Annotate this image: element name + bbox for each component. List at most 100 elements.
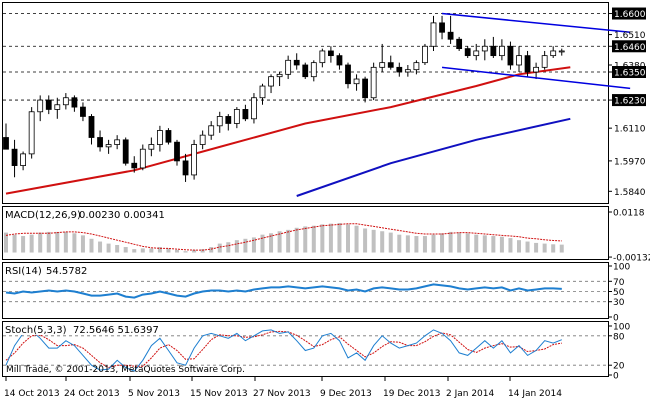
macd-histogram-bar bbox=[508, 238, 513, 253]
macd-histogram-bar bbox=[371, 229, 376, 253]
macd-histogram-bar bbox=[388, 232, 393, 253]
macd-histogram-bar bbox=[106, 243, 111, 253]
time-axis: 14 Oct 2013 24 Oct 2013 5 Nov 2013 15 Nov 2… bbox=[4, 377, 562, 399]
moving-average-lines bbox=[5, 66, 571, 197]
candle-body bbox=[45, 99, 52, 110]
candle-body bbox=[362, 78, 369, 99]
rsi-tick-label: 0 bbox=[613, 314, 619, 324]
candle-body bbox=[285, 59, 292, 75]
candle-body bbox=[174, 141, 180, 162]
macd-histogram-bar bbox=[303, 226, 308, 253]
candle-body bbox=[251, 97, 257, 120]
candle-body bbox=[97, 137, 103, 148]
candle-body bbox=[447, 31, 454, 40]
time-tick-label: 24 Oct 2013 bbox=[64, 389, 120, 399]
time-tick-label: 9 Dec 2013 bbox=[320, 389, 372, 399]
rsi-line bbox=[5, 283, 562, 299]
rsi-current-value: 54.5782 bbox=[46, 266, 87, 277]
macd-histogram-bar bbox=[465, 233, 470, 253]
macd-histogram-bar bbox=[448, 231, 453, 253]
macd-histogram-bar bbox=[46, 231, 51, 253]
channel-upper-line bbox=[441, 12, 631, 33]
macd-histogram-bar bbox=[431, 234, 436, 253]
candle-body bbox=[336, 55, 343, 66]
macd-histogram-bar bbox=[123, 247, 128, 253]
price-tick-label: 1.6350 bbox=[614, 69, 646, 79]
macd-histogram-bar bbox=[115, 244, 120, 253]
macd-histogram-bar bbox=[422, 236, 427, 253]
candle-body bbox=[293, 59, 300, 66]
time-tick-label: 19 Dec 2013 bbox=[383, 389, 441, 399]
candle-body bbox=[191, 144, 198, 176]
candle-body bbox=[114, 139, 121, 145]
candle-body bbox=[490, 45, 497, 57]
price-label-box bbox=[612, 66, 646, 79]
price-label-box bbox=[612, 7, 646, 20]
macd-histogram-bar bbox=[551, 244, 556, 253]
macd-histogram-bar bbox=[38, 232, 43, 253]
candle-body bbox=[54, 104, 61, 110]
macd-histogram-bar bbox=[474, 234, 479, 253]
candle-body bbox=[481, 45, 488, 52]
candle-body bbox=[507, 45, 514, 66]
macd-indicator-name: MACD(12,26,9) bbox=[5, 210, 81, 221]
rsi-tick-label: 70 bbox=[613, 278, 625, 288]
macd-histogram-bar bbox=[457, 232, 462, 253]
macd-histogram-bar bbox=[363, 228, 368, 253]
macd-histogram-bar bbox=[337, 222, 342, 253]
price-tick-label: 1.6230 bbox=[614, 97, 646, 107]
macd-histogram-bar bbox=[166, 248, 171, 253]
stoch-signal-line bbox=[5, 330, 562, 369]
macd-histogram-bar bbox=[517, 240, 521, 253]
price-tick-label: 1.6510 bbox=[614, 31, 646, 41]
macd-histogram-bar bbox=[346, 224, 350, 253]
price-label-box bbox=[612, 94, 646, 107]
candle-body bbox=[319, 50, 326, 64]
macd-histogram-bar bbox=[132, 249, 137, 253]
rsi-title-bg bbox=[4, 264, 104, 276]
candle-body bbox=[439, 22, 445, 33]
candle-body bbox=[71, 97, 78, 108]
macd-histogram-bar bbox=[175, 249, 179, 253]
candle-body bbox=[387, 62, 394, 68]
candle-body bbox=[88, 116, 95, 138]
candle-body bbox=[165, 130, 172, 143]
macd-series: 0.0118 -0.00132 bbox=[4, 209, 650, 264]
candle-body bbox=[533, 66, 539, 73]
candle-body bbox=[268, 76, 274, 87]
candle-body bbox=[379, 62, 386, 68]
macd-histogram-bar bbox=[260, 234, 265, 253]
price-label-box bbox=[612, 40, 646, 53]
macd-histogram-bar bbox=[354, 225, 359, 253]
macd-histogram-bar bbox=[89, 238, 94, 253]
macd-histogram-bar bbox=[217, 243, 222, 253]
stoch-title-bg bbox=[4, 323, 146, 335]
candle-body bbox=[558, 50, 565, 53]
macd-signal-line bbox=[5, 223, 562, 251]
price-axis: 1.66001.65101.64601.63801.63501.62301.61… bbox=[608, 7, 646, 198]
macd-histogram-bar bbox=[226, 242, 231, 253]
macd-histogram-bar bbox=[243, 238, 248, 253]
candle-body bbox=[242, 109, 249, 120]
rsi-tick-label: 30 bbox=[613, 298, 625, 308]
candle-body bbox=[182, 160, 189, 176]
stoch-tick-label: 20 bbox=[613, 362, 625, 372]
macd-histogram-bar bbox=[80, 235, 85, 253]
candle-body bbox=[353, 78, 360, 85]
macd-histogram-bar bbox=[525, 241, 530, 253]
copyright-text: Mill Trade, © 2001-2013, MetaQuotes Soft… bbox=[6, 365, 245, 375]
candle-body bbox=[131, 162, 138, 169]
candle-body bbox=[456, 38, 463, 50]
macd-histogram-bar bbox=[311, 225, 316, 253]
time-tick-label: 14 Jan 2014 bbox=[508, 389, 562, 399]
time-tick-label: 27 Nov 2013 bbox=[253, 389, 311, 399]
stoch-main-line bbox=[5, 329, 562, 372]
candle-body bbox=[80, 106, 86, 117]
candle-body bbox=[541, 55, 548, 68]
macd-histogram-bar bbox=[157, 247, 162, 253]
macd-histogram-bar bbox=[269, 233, 274, 253]
stoch-indicator-name: Stoch(5,3,3) bbox=[5, 325, 67, 336]
stoch-tick-label: 0 bbox=[613, 372, 619, 382]
